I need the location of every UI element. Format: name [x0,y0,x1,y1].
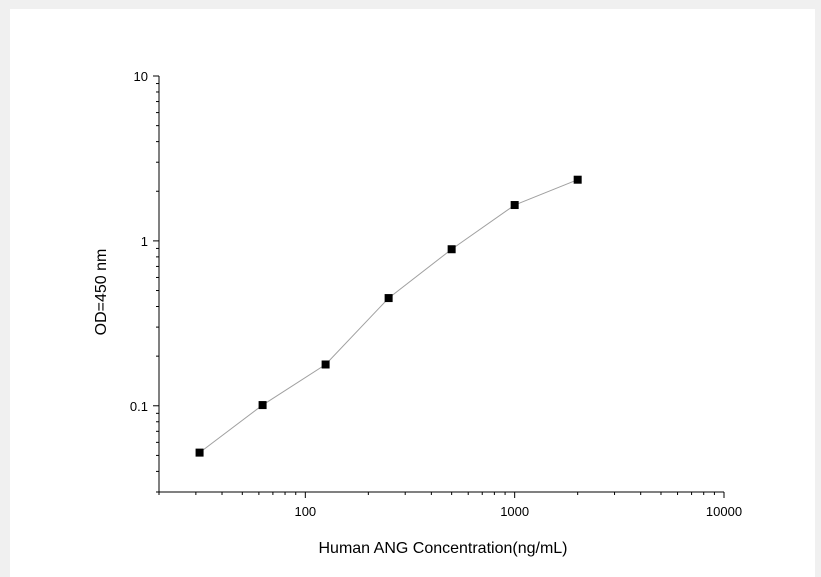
plot-area [195,175,582,457]
axes: 0.1 1 10 100 1000 10000 [130,69,742,519]
y-axis-title: OD=450 nm [93,249,110,336]
data-point-marker [510,201,519,210]
data-point-marker [195,448,204,457]
data-point-marker [384,294,393,303]
data-point-marker [573,175,582,184]
data-point-marker [321,360,330,369]
x-axis-title: Human ANG Concentration(ng/mL) [319,540,568,557]
y-tick-label: 0.1 [130,399,148,414]
data-point-marker [258,401,267,410]
series-line [199,179,578,454]
x-tick-label: 100 [294,504,316,519]
x-tick-label: 1000 [500,504,529,519]
page-background [10,9,815,577]
x-tick-label: 10000 [706,504,742,519]
data-point-marker [447,245,456,254]
y-tick-label: 1 [141,234,148,249]
y-tick-label: 10 [134,69,148,84]
